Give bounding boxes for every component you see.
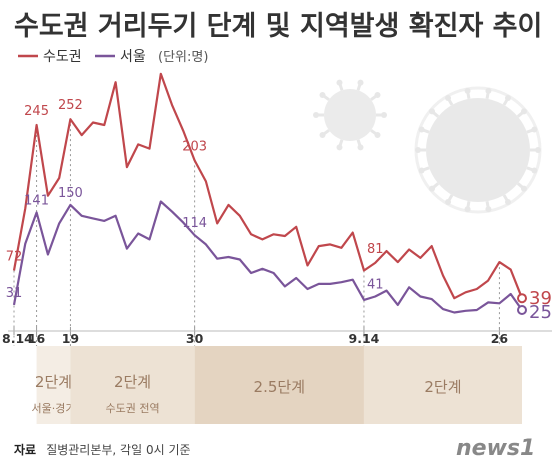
end-label-sudogwon: 39 (529, 288, 552, 309)
stage-sublabel: 수도권 전역 (105, 402, 159, 415)
data-label-sudogwon: 72 (6, 249, 23, 264)
virus-spike-tip (464, 87, 471, 94)
virus-spike-tip (357, 79, 364, 86)
stage-band (194, 346, 364, 424)
virus-spike-tip (374, 92, 381, 99)
data-label-seoul: 114 (182, 216, 207, 231)
end-point-seoul (517, 304, 527, 315)
stage-sublabel: 서울·경기 (32, 402, 76, 415)
data-label-seoul: 41 (367, 278, 384, 293)
stage-band (363, 346, 522, 424)
unit-label: (단위:명) (158, 50, 208, 65)
series-line-sudogwon (12, 72, 524, 300)
stage-band (36, 346, 71, 424)
legend-label-sudogwon: 수도권 (43, 49, 82, 65)
virus-spike-tip (319, 92, 326, 99)
data-label-seoul: 150 (58, 186, 83, 201)
stage-label: 2단계 (114, 373, 151, 391)
virus-spike-tip (445, 198, 451, 205)
end-point-sudogwon (517, 293, 527, 304)
x-tick-label: 16 (28, 331, 46, 346)
data-label-sudogwon: 245 (24, 104, 49, 119)
virus-spike-tip (415, 147, 421, 153)
series-line-seoul (12, 200, 523, 314)
virus-spike-tip (445, 95, 451, 102)
virus-spike-tip (381, 112, 387, 118)
virus-spike-tip (485, 206, 492, 213)
data-label-sudogwon: 252 (58, 98, 83, 113)
stage-label: 2단계 (35, 373, 72, 391)
chart-title: 수도권 거리두기 단계 및 지역발생 확진자 추이 (14, 11, 542, 42)
virus-spike-tip (505, 95, 511, 102)
x-tick-label: 9.14 (349, 331, 380, 346)
virus-spike-tip (464, 206, 471, 213)
news1-logo: news1 (456, 436, 535, 461)
x-tick-label: 30 (186, 331, 204, 346)
source-note: 자료 질병관리본부, 각일 0시 기준 (14, 439, 191, 458)
virus-spike-tip (531, 167, 538, 174)
end-label-seoul: 25 (529, 302, 552, 323)
virus-illustration-icon (313, 79, 542, 214)
virus-spike-tip (418, 167, 425, 174)
virus-spike-tip (313, 112, 319, 118)
data-label-seoul: 141 (24, 193, 49, 208)
virus-spike-tip (505, 198, 511, 205)
virus-spike-tip (319, 131, 326, 138)
virus-spike-tip (357, 144, 364, 151)
data-label-sudogwon: 203 (182, 139, 207, 154)
x-tick-label: 8.14 (2, 331, 33, 346)
virus-spike-tip (418, 126, 425, 133)
source-text: 질병관리본부, 각일 0시 기준 (46, 443, 190, 457)
virus-spike-tip (485, 87, 492, 94)
virus-spike-tip (531, 126, 538, 133)
virus-spike-tip (429, 108, 436, 115)
legend-label-seoul: 서울 (120, 49, 146, 65)
virus-spike-tip (520, 108, 527, 115)
virus-spike-tip (535, 147, 541, 153)
data-labels: 72 245 252 203 81 31 141 150 114 41 (6, 98, 384, 301)
data-label-sudogwon: 81 (367, 242, 384, 257)
data-label-seoul: 31 (6, 286, 23, 301)
virus-spike-tip (429, 185, 436, 192)
virus-spike-tip (374, 131, 381, 138)
x-tick-label: 19 (62, 331, 79, 346)
virus-spike-tip (336, 79, 343, 86)
stage-label: 2단계 (424, 378, 461, 396)
stage-label: 2.5단계 (254, 378, 305, 396)
x-tick-label: 26 (491, 331, 509, 346)
virus-spike-tip (520, 185, 527, 192)
stage-band (70, 346, 195, 424)
virus-spike-tip (336, 144, 343, 151)
legend: 수도권 서울 (단위:명) (18, 49, 208, 65)
source-label: 자료 (14, 442, 36, 457)
